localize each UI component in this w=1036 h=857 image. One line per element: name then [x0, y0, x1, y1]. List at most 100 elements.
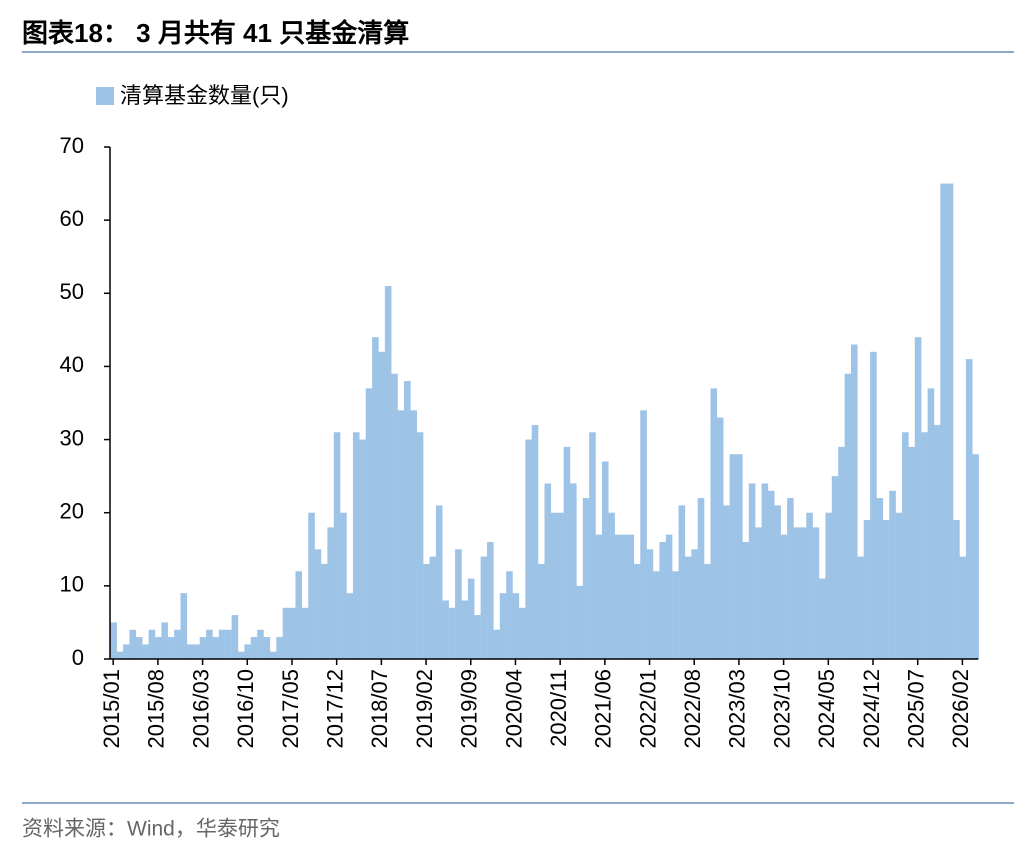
x-tick-label: 2016/10 [233, 669, 258, 749]
x-tick-label: 2022/08 [680, 669, 705, 749]
bar [142, 644, 149, 659]
bar [646, 549, 654, 659]
bar [665, 534, 673, 659]
bar [953, 520, 960, 659]
x-tick-label: 2022/01 [635, 669, 660, 749]
bar [301, 607, 309, 659]
bar [946, 183, 954, 660]
bar [506, 571, 513, 659]
bar [902, 432, 909, 659]
bar [608, 512, 615, 659]
bar [972, 454, 979, 659]
bar [576, 585, 583, 659]
x-tick-label: 2025/07 [904, 669, 929, 749]
bar [640, 410, 647, 659]
y-tick-label: 70 [60, 133, 84, 158]
bar [244, 644, 251, 659]
bar [423, 563, 430, 659]
bar [825, 512, 833, 659]
bar [544, 483, 552, 659]
bar [206, 629, 213, 659]
bar [895, 512, 903, 659]
bar [601, 461, 609, 659]
bar [397, 410, 405, 659]
bar [787, 498, 794, 659]
x-tick-label: 2019/02 [412, 669, 437, 749]
y-tick-label: 20 [60, 499, 84, 524]
bar [263, 637, 271, 659]
bar [218, 629, 226, 659]
y-tick-label: 60 [60, 206, 84, 231]
bar [225, 629, 232, 659]
bar [844, 373, 852, 659]
bar [480, 556, 488, 659]
x-tick-label: 2021/06 [591, 669, 616, 749]
bar [295, 571, 303, 659]
bar [550, 512, 558, 659]
bar [110, 622, 117, 659]
bar [129, 629, 137, 659]
x-tick-label: 2016/03 [188, 669, 213, 749]
bar [653, 571, 660, 659]
source-note: 资料来源：Wind，华泰研究 [22, 818, 280, 841]
bar [812, 527, 820, 659]
bar [704, 563, 711, 659]
bar [384, 285, 392, 659]
bar [135, 637, 143, 659]
bar [838, 446, 845, 659]
bar [499, 593, 507, 659]
bar [659, 541, 666, 659]
bar [927, 388, 935, 659]
bar [678, 505, 686, 659]
bar [940, 183, 947, 660]
bar [870, 351, 877, 659]
bar [448, 607, 456, 659]
bar [416, 432, 424, 659]
bar [538, 563, 545, 659]
x-tick-label: 2015/01 [99, 669, 124, 749]
bar [806, 512, 813, 659]
bar [391, 373, 398, 659]
bar [378, 351, 386, 659]
bar [831, 476, 839, 659]
bar [697, 498, 705, 659]
bar [774, 505, 781, 659]
bar [461, 600, 469, 659]
bar [965, 359, 973, 659]
bar [250, 637, 258, 659]
bar [231, 615, 239, 659]
y-tick-label: 0 [72, 645, 84, 670]
bar [914, 337, 922, 659]
bar [455, 549, 462, 659]
bar [589, 432, 596, 659]
bar [282, 607, 290, 659]
chart-title: 图表18： 3 月共有 41 只基金清算 [22, 18, 409, 48]
bar [518, 607, 526, 659]
bar [435, 505, 443, 659]
bar [850, 344, 858, 659]
bar [780, 534, 788, 659]
x-tick-label: 2019/09 [457, 669, 482, 749]
bar [352, 432, 360, 659]
x-tick-label: 2015/08 [144, 669, 169, 749]
bar [525, 439, 532, 659]
bar [691, 549, 698, 659]
bar [276, 637, 283, 659]
bar [474, 615, 481, 659]
bar [921, 432, 928, 659]
bar [346, 593, 354, 659]
bar [723, 505, 730, 659]
bar [238, 651, 245, 659]
bar [212, 637, 220, 659]
bar [748, 483, 756, 659]
bar [614, 534, 622, 659]
y-tick-label: 10 [60, 572, 84, 597]
bar [321, 563, 328, 659]
bar [289, 607, 296, 659]
x-tick-label: 2017/12 [322, 669, 347, 749]
bar [933, 424, 941, 659]
bar [889, 490, 896, 659]
bar [442, 600, 449, 659]
bar [365, 388, 373, 659]
